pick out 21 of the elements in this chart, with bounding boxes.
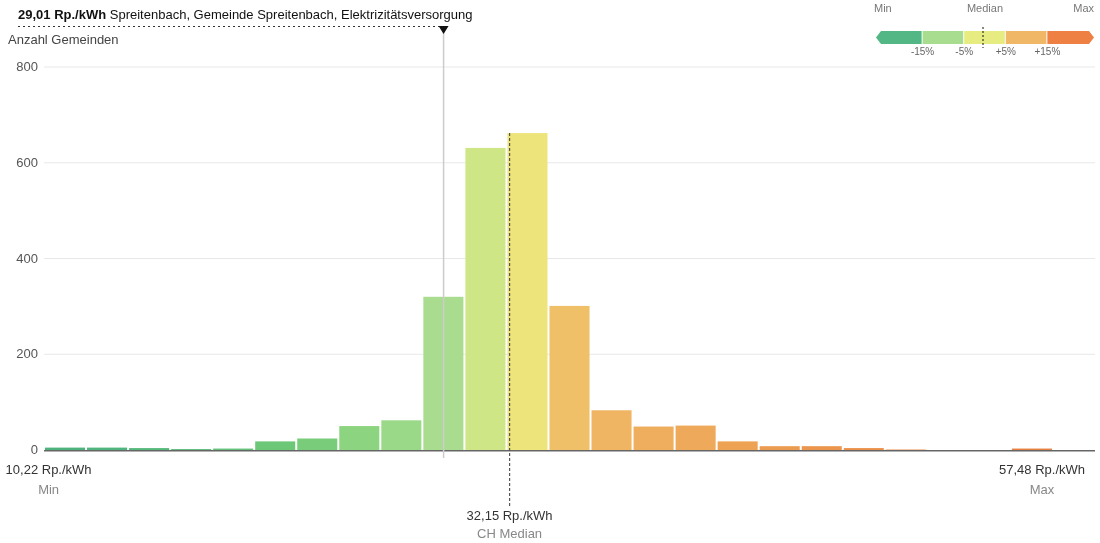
text: +5%	[995, 46, 1017, 57]
y-tick-label: 800	[16, 59, 38, 74]
text: Max	[1073, 2, 1095, 14]
x-tick-label: 10,22 Rp./kWh	[5, 462, 92, 477]
ref-line-label: 32,15 Rp./kWh	[466, 508, 553, 523]
y-tick-label: 200	[16, 346, 38, 362]
y-tick-label: 600	[16, 154, 38, 170]
text: -5%	[955, 46, 974, 57]
text: Max	[1029, 482, 1055, 497]
y-tick-label: 400	[16, 250, 38, 266]
text: +15%	[1034, 46, 1061, 57]
text: Median	[966, 2, 1004, 14]
text: Min	[874, 2, 892, 14]
text: CH Median	[477, 526, 543, 541]
y-tick-label: 0	[30, 442, 38, 457]
y-axis-title: Anzahl Gemeinden	[8, 32, 119, 47]
chart-title: Spreitenbach, Gemeinde Spreitenbach, Elektrizitätsversorgung	[106, 7, 473, 22]
text: Min	[38, 482, 60, 497]
x-tick-label: 57,48 Rp./kWh	[999, 462, 1086, 477]
ref-line-label: 29,01 Rp./kWh	[18, 7, 107, 22]
text: -15%	[910, 46, 935, 57]
